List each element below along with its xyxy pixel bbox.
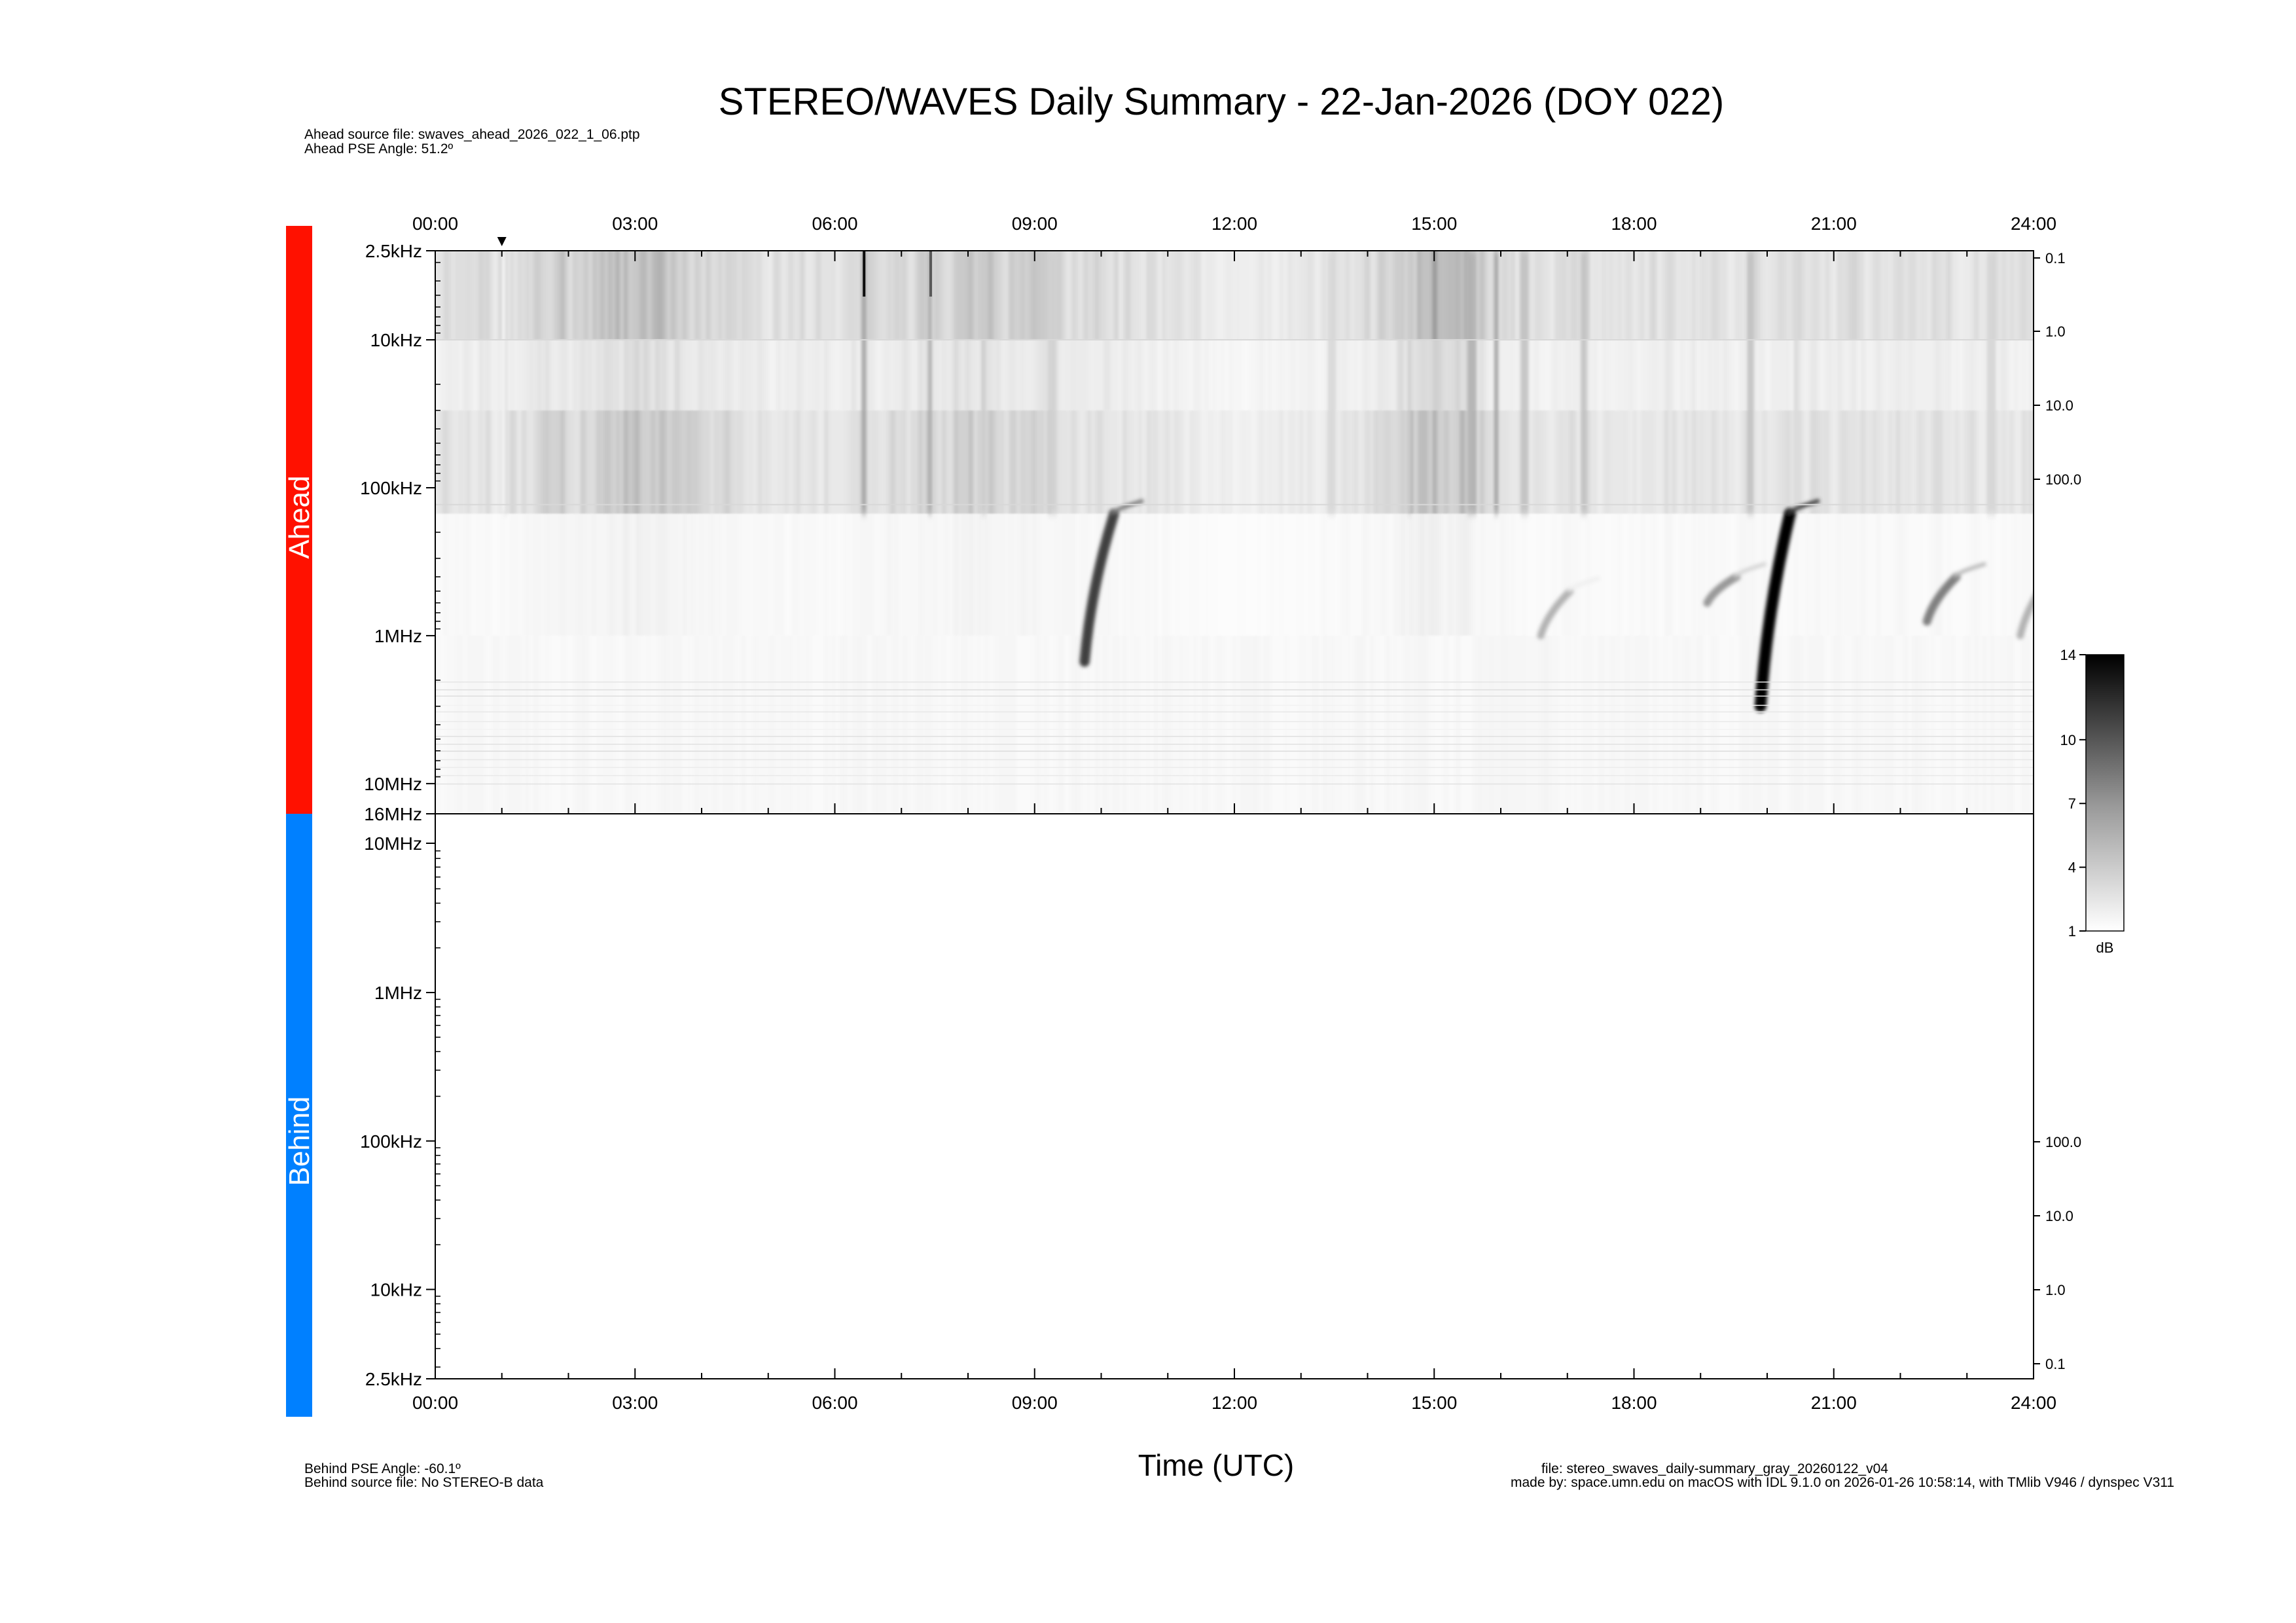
ahead-source-file: Ahead source file: swaves_ahead_2026_022… [304, 127, 640, 142]
behind-side-bar [286, 814, 312, 1417]
right-tick-label: 0.1 [2045, 1356, 2066, 1372]
ahead-side-label: Ahead [283, 475, 315, 558]
ahead-spectrogram [435, 251, 2034, 812]
x-tick-label-bottom: 18:00 [1611, 1393, 1657, 1413]
colorbar-tick-label: 7 [2068, 795, 2076, 812]
right-tick-label: 1.0 [2045, 1282, 2066, 1298]
chart-title: STEREO/WAVES Daily Summary - 22-Jan-2026… [719, 81, 1724, 123]
colorbar-tick-label: 4 [2068, 860, 2076, 876]
x-tick-label-bottom: 00:00 [412, 1393, 458, 1413]
x-tick-label-bottom: 03:00 [612, 1393, 658, 1413]
colorbar-label: dB [2096, 939, 2114, 956]
y-tick-label: 16MHz [364, 804, 422, 824]
behind-source-file: Behind source file: No STEREO-B data [304, 1475, 544, 1490]
y-tick-label: 10MHz [364, 774, 422, 794]
right-tick-label: 1.0 [2045, 323, 2066, 340]
colorbar-tick-label: 1 [2068, 923, 2076, 939]
colorbar-ticks: 14 10 7 4 1 [2060, 647, 2086, 939]
y-tick-label: 2.5kHz [365, 1369, 422, 1389]
ahead-pse-angle: Ahead PSE Angle: 51.2º [304, 141, 454, 156]
x-tick-label-bottom: 24:00 [2011, 1393, 2056, 1413]
y-tick-label: 2.5kHz [365, 241, 422, 261]
right-tick-label: 10.0 [2045, 1208, 2073, 1224]
x-tick-label-top: 00:00 [412, 213, 458, 234]
right-tick-label: 100.0 [2045, 1134, 2081, 1150]
y-tick-label: 100kHz [360, 478, 422, 498]
colorbar [2085, 654, 2125, 932]
x-tick-label-bottom: 21:00 [1811, 1393, 1857, 1413]
x-tick-label-bottom: 09:00 [1012, 1393, 1058, 1413]
right-tick-label: 0.1 [2045, 250, 2066, 266]
y-tick-label: 10kHz [370, 330, 422, 350]
x-tick-label-top: 06:00 [812, 213, 857, 234]
x-tick-label-bottom: 06:00 [812, 1393, 857, 1413]
footer-file: file: stereo_swaves_daily-summary_gray_2… [1541, 1461, 1888, 1476]
footer-made-by: made by: space.umn.edu on macOS with IDL… [1511, 1475, 2174, 1490]
y-tick-label: 1MHz [374, 983, 422, 1003]
x-axis-label: Time (UTC) [1138, 1448, 1294, 1482]
time-marker-icon [497, 237, 507, 246]
right-tick-label: 10.0 [2045, 397, 2073, 414]
y-tick-label: 100kHz [360, 1131, 422, 1152]
x-tick-label-top: 15:00 [1411, 213, 1457, 234]
colorbar-tick-label: 14 [2060, 647, 2076, 663]
x-tick-label-top: 12:00 [1211, 213, 1257, 234]
behind-side-label: Behind [283, 1096, 315, 1186]
behind-panel-frame [435, 813, 2034, 1379]
x-tick-label-top: 21:00 [1811, 213, 1857, 234]
behind-pse-angle: Behind PSE Angle: -60.1º [304, 1461, 461, 1476]
x-tick-label-bottom: 12:00 [1211, 1393, 1257, 1413]
x-tick-label-top: 18:00 [1611, 213, 1657, 234]
y-tick-label: 1MHz [374, 626, 422, 646]
x-tick-label-top: 24:00 [2011, 213, 2056, 234]
y-tick-label: 10kHz [370, 1279, 422, 1300]
colorbar-tick-label: 10 [2060, 732, 2076, 748]
right-tick-label: 100.0 [2045, 471, 2081, 488]
x-tick-label-top: 09:00 [1012, 213, 1058, 234]
x-tick-label-top: 03:00 [612, 213, 658, 234]
ahead-side-bar [286, 226, 312, 814]
y-tick-label: 10MHz [364, 833, 422, 854]
x-tick-label-bottom: 15:00 [1411, 1393, 1457, 1413]
axes: 00:00 00:00 03:00 03:00 06:00 06:00 09:00 09:00… [360, 213, 2081, 1413]
